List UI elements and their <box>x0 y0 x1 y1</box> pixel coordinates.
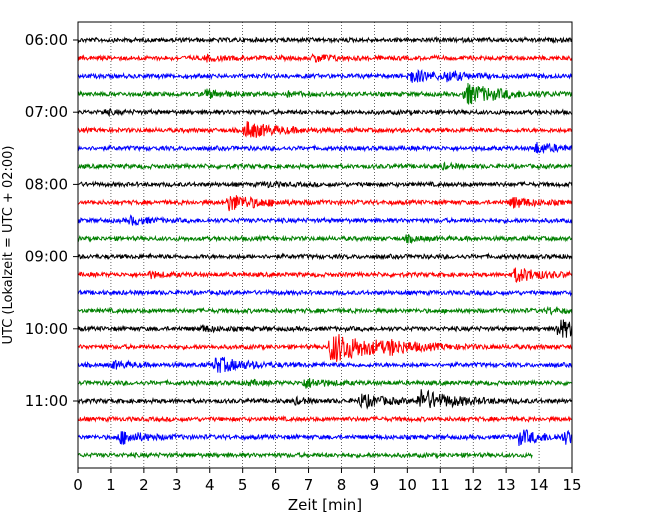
x-tick-label-1: 1 <box>106 476 116 494</box>
trace-1000 <box>77 319 573 338</box>
trace-0945 <box>77 305 573 316</box>
x-tick-label-0: 0 <box>73 476 83 494</box>
x-axis: 0 1 2 3 4 5 6 7 8 9 10 11 12 13 14 15 <box>73 468 582 494</box>
x-axis-label: Zeit [min] <box>288 496 362 514</box>
x-tick-label-14: 14 <box>530 476 549 494</box>
traces <box>77 35 573 460</box>
y-tick-label-3: 09:00 <box>25 248 68 266</box>
y-tick-label-5: 11:00 <box>25 392 68 410</box>
trace-0900 <box>77 252 573 261</box>
trace-0730 <box>77 141 573 155</box>
x-tick-label-5: 5 <box>238 476 248 494</box>
x-tick-label-6: 6 <box>271 476 281 494</box>
x-tick-label-3: 3 <box>172 476 182 494</box>
trace-0800 <box>77 179 573 189</box>
trace-1015 <box>77 334 573 362</box>
x-tick-label-4: 4 <box>205 476 215 494</box>
x-tick-label-10: 10 <box>398 476 417 494</box>
x-tick-label-2: 2 <box>139 476 149 494</box>
x-tick-label-8: 8 <box>337 476 347 494</box>
trace-0815 <box>77 195 573 212</box>
trace-1115 <box>77 415 573 424</box>
x-tick-label-9: 9 <box>370 476 380 494</box>
trace-1100 <box>77 389 573 410</box>
trace-1045 <box>77 377 573 389</box>
x-tick-label-12: 12 <box>464 476 483 494</box>
trace-0630 <box>77 68 573 83</box>
trace-1145 <box>77 450 533 460</box>
y-axis-label: UTC (Lokalzeit = UTC + 02:00) <box>1 146 16 345</box>
plot-frame <box>77 21 573 469</box>
y-axis: 06:00 07:00 08:00 09:00 10:00 11:00 <box>25 31 78 410</box>
x-tick-label-13: 13 <box>497 476 516 494</box>
y-tick-label-0: 06:00 <box>25 31 68 49</box>
x-tick-label-7: 7 <box>304 476 314 494</box>
y-tick-label-1: 07:00 <box>25 103 68 121</box>
trace-0645 <box>77 83 573 105</box>
trace-0930 <box>77 288 573 297</box>
trace-0700 <box>77 107 573 118</box>
x-tick-label-11: 11 <box>431 476 450 494</box>
y-tick-label-4: 10:00 <box>25 320 68 338</box>
trace-0830 <box>77 214 573 227</box>
trace-0615 <box>77 53 573 63</box>
trace-0845 <box>77 234 573 245</box>
trace-0915 <box>77 267 573 283</box>
x-tick-label-15: 15 <box>562 476 581 494</box>
y-tick-label-2: 08:00 <box>25 175 68 193</box>
trace-1130 <box>77 429 573 447</box>
grid-lines <box>110 22 540 468</box>
trace-0715 <box>77 121 573 138</box>
trace-0745 <box>77 161 573 171</box>
trace-1030 <box>77 356 573 373</box>
trace-0600 <box>77 35 573 45</box>
